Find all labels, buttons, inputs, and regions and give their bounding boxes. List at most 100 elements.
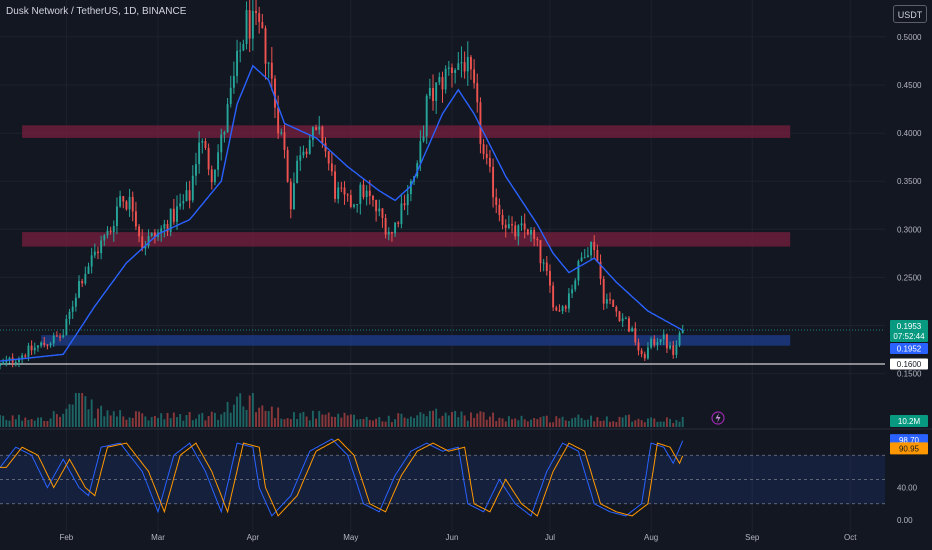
volume-bar: [138, 411, 141, 427]
volume-badge: 10.2M: [898, 417, 921, 426]
candle: [103, 235, 106, 241]
candle: [24, 355, 27, 357]
candle: [656, 342, 659, 346]
volume-bar: [245, 409, 248, 427]
volume-bar: [302, 411, 305, 427]
volume-bar: [460, 411, 463, 427]
candle: [318, 126, 321, 130]
candle: [43, 342, 46, 345]
volume-bar: [283, 419, 286, 427]
volume-bar: [286, 418, 289, 427]
volume-bar: [71, 404, 74, 427]
volume-bar: [30, 419, 33, 427]
volume-bar: [280, 418, 283, 427]
volume-bar: [362, 419, 365, 427]
candle: [372, 195, 374, 200]
volume-bar: [311, 410, 314, 427]
candle: [223, 132, 226, 135]
candle: [669, 345, 672, 349]
candle: [49, 343, 52, 346]
volume-bar: [176, 417, 178, 427]
y-tick-label: 0.4000: [897, 129, 922, 138]
volume-bar: [334, 416, 336, 427]
volume-bar: [277, 407, 280, 427]
candle: [498, 204, 501, 215]
volume-bar: [567, 421, 570, 427]
candle: [353, 204, 355, 207]
candle: [653, 338, 656, 346]
candle: [558, 310, 561, 312]
candle: [409, 181, 412, 195]
candle: [659, 339, 662, 343]
candle: [555, 307, 558, 311]
volume-bar: [656, 421, 659, 427]
volume-bar: [62, 413, 65, 427]
line-badge: 0.1600: [897, 360, 922, 369]
candle: [62, 335, 65, 338]
candle: [552, 285, 555, 308]
candle: [122, 196, 125, 202]
candle: [520, 223, 523, 226]
volume-bar: [90, 399, 93, 427]
volume-bar: [432, 410, 434, 427]
volume-bar: [182, 420, 185, 427]
candle: [675, 345, 678, 355]
volume-bar: [255, 412, 257, 427]
volume-bar: [119, 410, 122, 427]
lightning-ring: [711, 411, 725, 425]
lightning-icon[interactable]: [711, 411, 725, 425]
volume-bar: [517, 420, 520, 427]
candle: [97, 251, 99, 254]
candle: [169, 208, 172, 232]
candle: [188, 190, 191, 201]
candle: [375, 199, 378, 212]
volume-bar: [308, 420, 311, 427]
stoch-k-line: [0, 438, 684, 517]
candle: [605, 299, 608, 304]
candle: [163, 224, 166, 229]
candle: [229, 87, 232, 105]
ema-line: [0, 64, 684, 362]
volume-bar: [52, 411, 55, 427]
volume-bar: [650, 417, 653, 427]
volume-bar: [125, 419, 128, 427]
volume-bar: [59, 416, 62, 427]
candle: [2, 362, 5, 365]
candle: [662, 334, 665, 340]
candle: [640, 350, 643, 355]
candle: [624, 318, 627, 320]
stoch-rsi-pane: [0, 438, 885, 517]
volume-bar: [428, 410, 431, 427]
candle: [643, 354, 646, 359]
candle: [131, 196, 134, 212]
volume-bar: [672, 423, 675, 427]
volume-bar: [400, 413, 403, 427]
candle: [428, 87, 431, 96]
volume-bar: [561, 416, 564, 427]
volume-bar: [463, 415, 466, 427]
candle: [507, 224, 510, 229]
x-tick-label: Jul: [545, 533, 555, 542]
x-tick-label: Oct: [844, 533, 857, 542]
volume-bar: [179, 413, 182, 427]
candle: [343, 187, 346, 195]
volume-bar: [147, 420, 150, 427]
candle: [198, 142, 201, 165]
volume-bar: [346, 415, 349, 427]
volume-bar: [653, 418, 656, 427]
volume-bar: [248, 395, 251, 427]
candle: [340, 187, 343, 189]
volume-bar: [324, 414, 327, 427]
candle: [359, 184, 362, 205]
volume-bar: [46, 420, 49, 427]
candle: [435, 82, 438, 101]
volume-bar: [106, 410, 109, 427]
volume-bar: [93, 418, 96, 427]
volume-bar: [11, 415, 14, 427]
candle: [432, 87, 434, 101]
currency-button[interactable]: USDT: [893, 5, 927, 23]
volume-bar: [239, 393, 242, 427]
candle: [40, 342, 43, 346]
volume-bar: [141, 413, 144, 427]
